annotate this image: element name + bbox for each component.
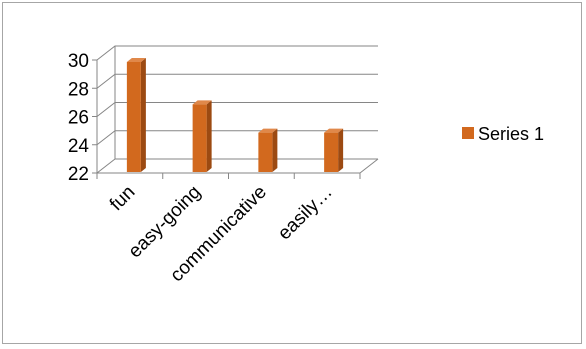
bar xyxy=(324,128,344,172)
floor-right-edge xyxy=(359,158,379,174)
legend-label-series-1: Series 1 xyxy=(478,124,544,144)
bar xyxy=(258,128,278,172)
y-tick-label: 30 xyxy=(68,51,89,72)
bar-front-face xyxy=(324,132,339,172)
x-tick-label: easily… xyxy=(274,182,337,245)
bar-top-face xyxy=(192,100,212,105)
axes xyxy=(92,46,379,179)
bar-front-face xyxy=(126,62,141,172)
bar-side-face xyxy=(206,100,212,172)
legend-swatch-series-1 xyxy=(462,127,474,139)
bar-top-face xyxy=(258,128,278,133)
bar-side-face xyxy=(338,128,344,172)
bar-front-face xyxy=(192,104,207,172)
bar xyxy=(192,100,212,172)
y-tick-label: 22 xyxy=(68,164,89,185)
y-tick-label: 26 xyxy=(68,108,89,129)
x-tick-label: fun xyxy=(106,182,140,216)
bar xyxy=(126,58,146,172)
bar-side-face xyxy=(272,128,278,172)
bar-top-face xyxy=(126,58,146,62)
gridline xyxy=(96,45,378,61)
y-tick-labels: 22 24 26 28 30 xyxy=(68,51,90,185)
bar-side-face xyxy=(140,58,146,172)
y-tick-label: 24 xyxy=(68,136,90,157)
y-tick-label: 28 xyxy=(68,79,89,100)
bar-front-face xyxy=(258,132,273,172)
legend: Series 1 xyxy=(462,124,544,144)
bar-top-face xyxy=(324,128,344,133)
bars xyxy=(126,58,344,172)
